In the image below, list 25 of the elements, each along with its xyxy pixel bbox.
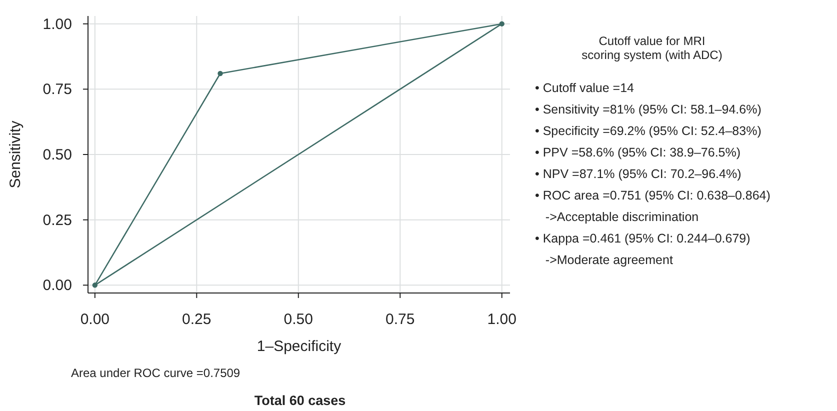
- text: • Specificity =69.2% (95% CI: 52.4–83%): [535, 124, 762, 138]
- text: Total 60 cases: [254, 393, 346, 408]
- x-tick-label: 0.50: [284, 311, 313, 328]
- y-tick-label: 1.00: [42, 16, 72, 33]
- x-tick-label: 0.00: [80, 311, 110, 328]
- x-tick-label: 0.25: [182, 311, 212, 328]
- y-tick-label: 0.00: [42, 277, 72, 294]
- point: [218, 70, 223, 76]
- text: ->Moderate agreement: [535, 253, 674, 267]
- text: • PPV =58.6% (95% CI: 38.9–76.5%): [535, 146, 741, 160]
- x-tick-label: 1.00: [487, 311, 516, 328]
- text: • ROC area =0.751 (95% CI: 0.638–0.864): [535, 188, 770, 202]
- text: • Kappa =0.461 (95% CI: 0.244–0.679): [535, 232, 750, 246]
- text: • Cutoff value =14: [535, 81, 634, 95]
- text: ->Acceptable discrimination: [535, 210, 699, 224]
- text: • NPV =87.1% (95% CI: 70.2–96.4%): [535, 167, 742, 181]
- y-tick-label: 0.50: [42, 146, 72, 164]
- y-axis-title: Sensitivity: [7, 120, 24, 188]
- text: Cutoff value for MRI scoring system (with ADC): [582, 34, 722, 62]
- text: Area under ROC curve =0.7509: [71, 366, 240, 380]
- y-tick-label: 0.75: [42, 81, 72, 98]
- x-tick-label: 0.75: [386, 311, 415, 328]
- text: • Sensitivity =81% (95% CI: 58.1–94.6%): [535, 102, 762, 116]
- x-axis-title: 1–Specificity: [256, 338, 342, 355]
- y-tick-label: 0.25: [42, 212, 72, 229]
